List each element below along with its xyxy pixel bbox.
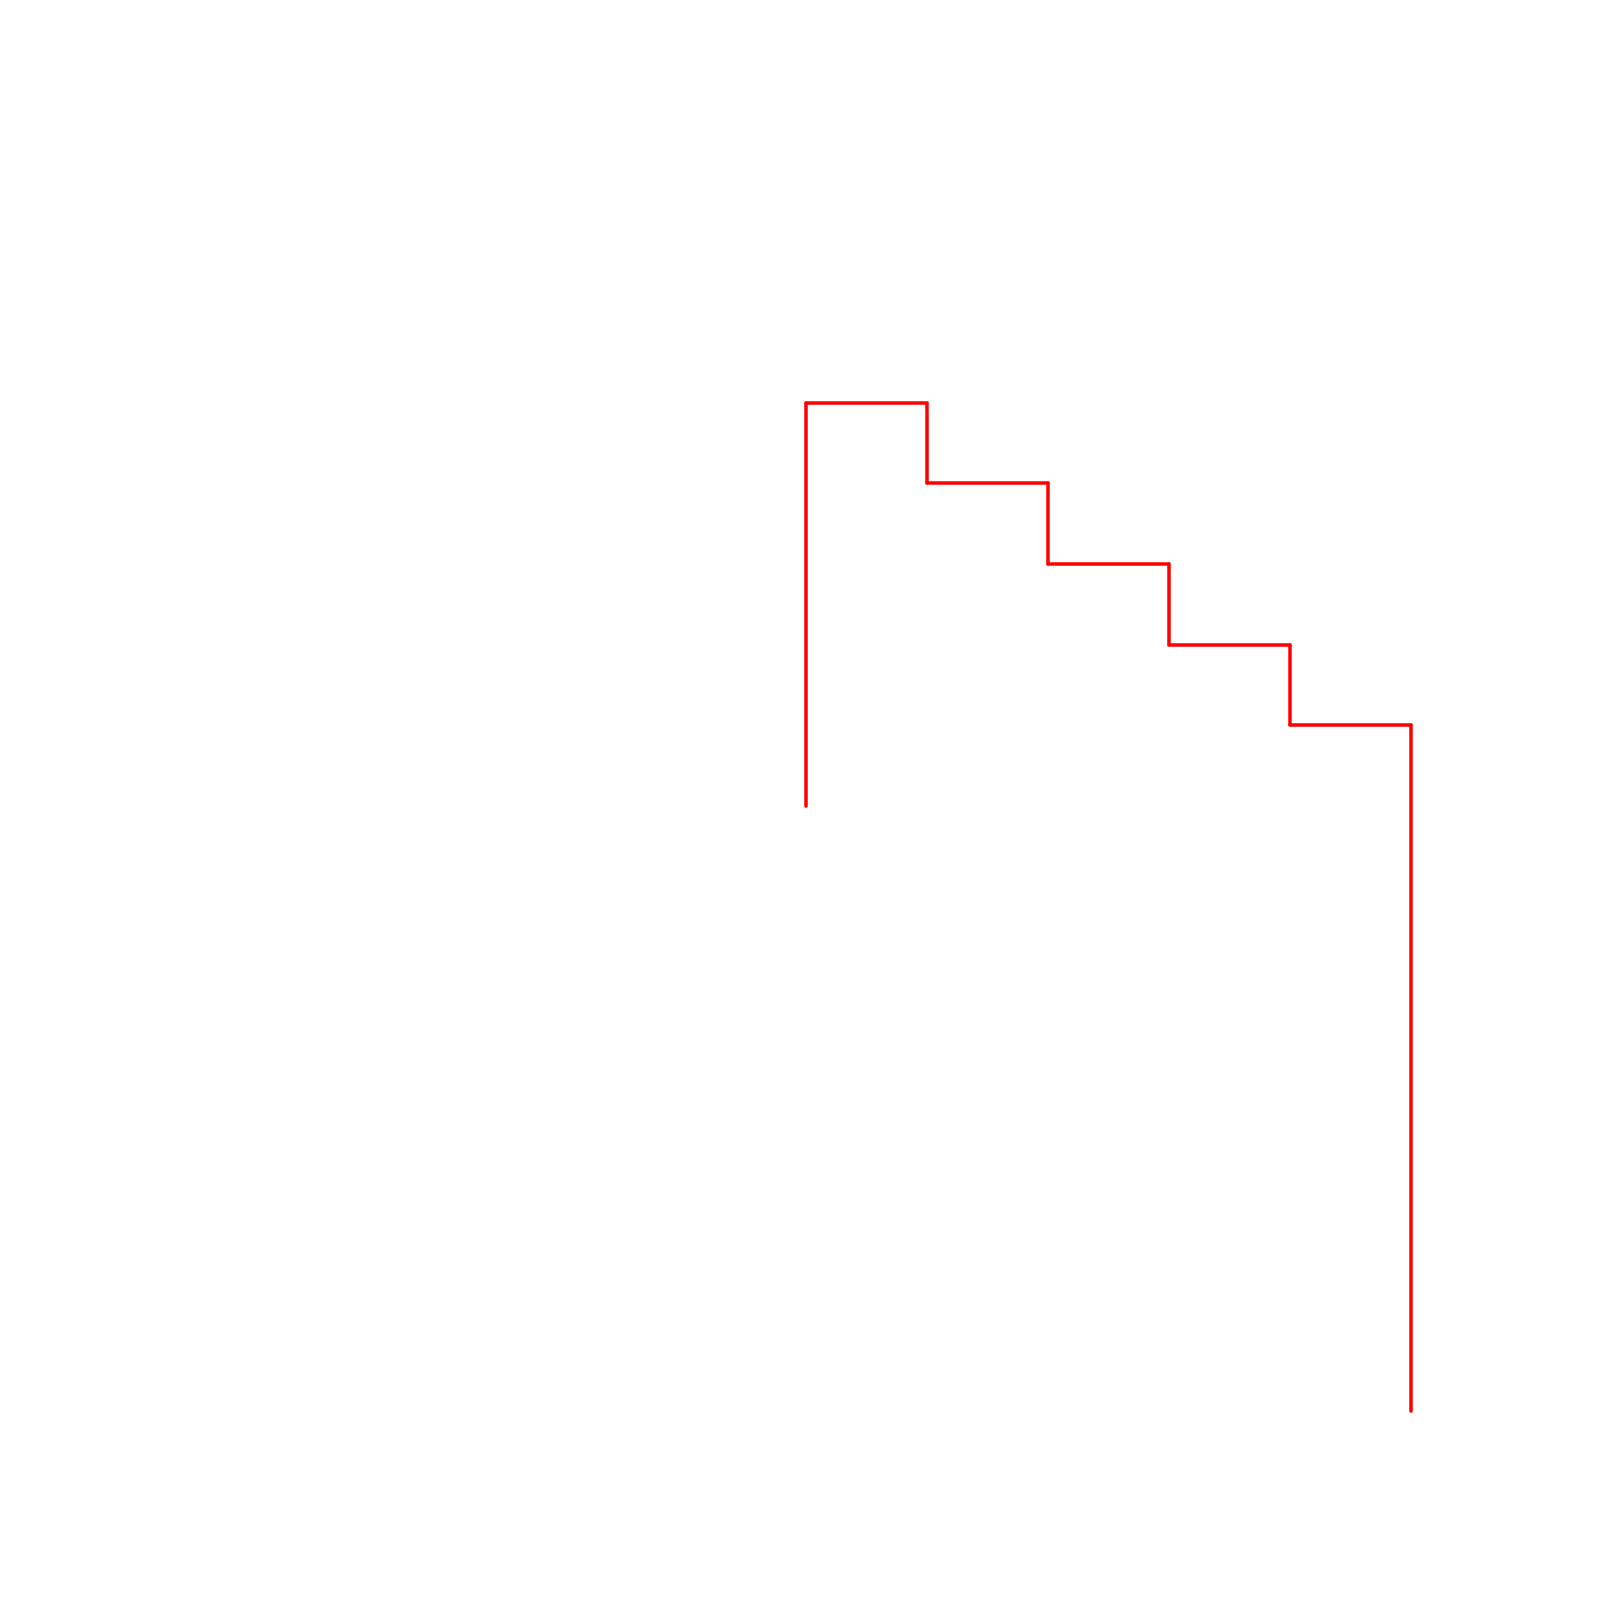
red-staircase-line <box>804 401 1413 1413</box>
